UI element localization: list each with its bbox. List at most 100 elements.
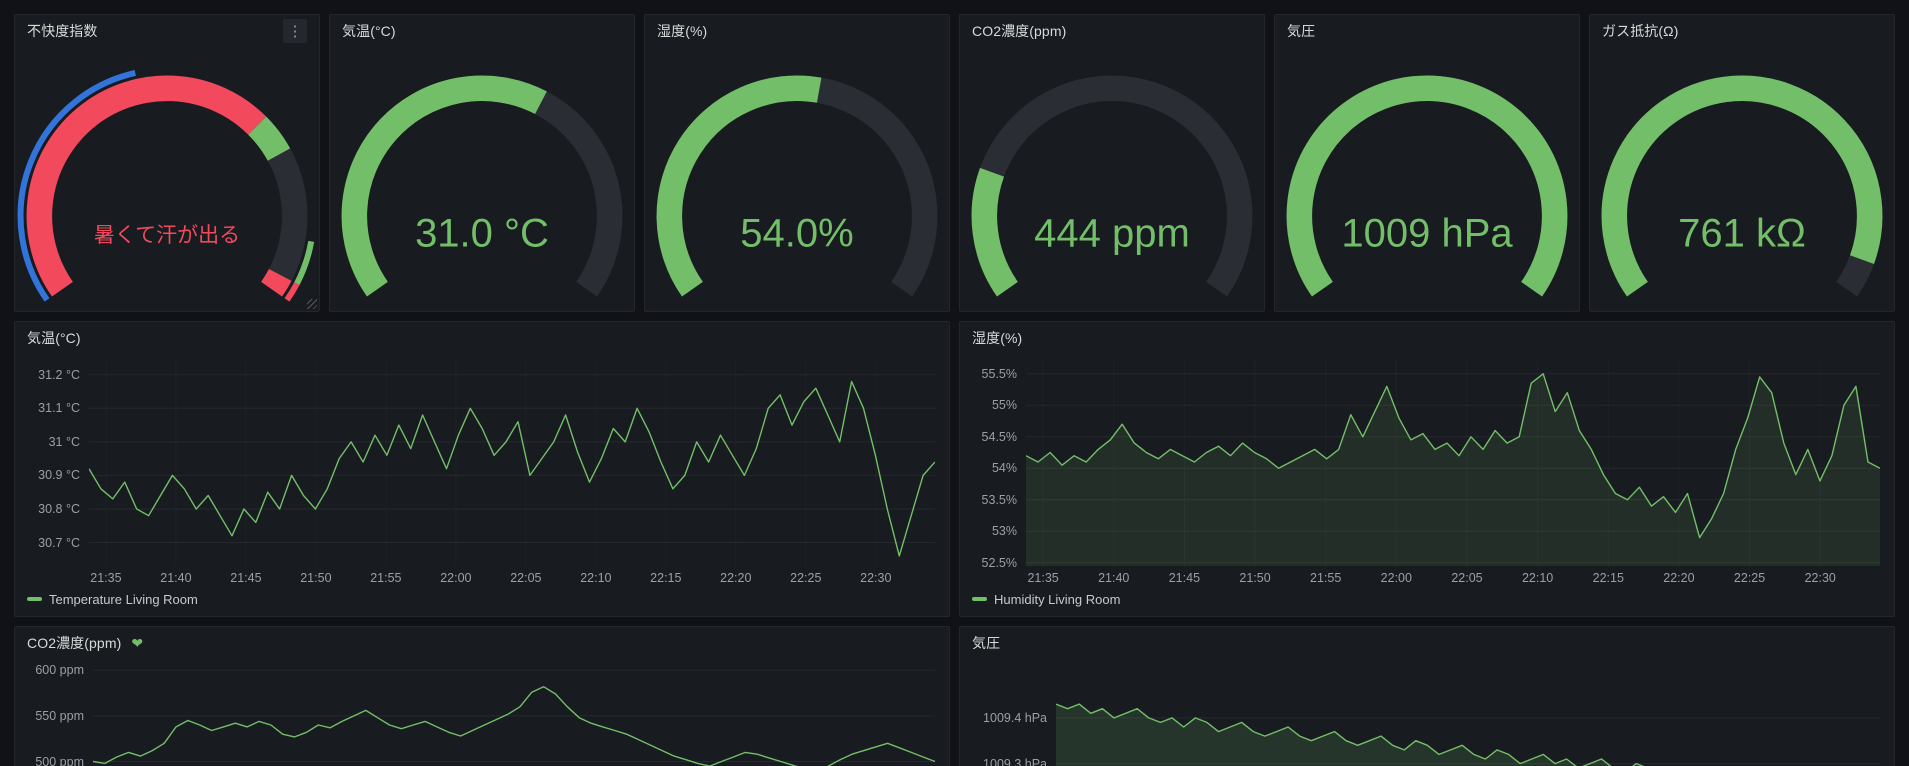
x-tick-label: 21:55	[370, 571, 402, 585]
temperature-gauge: 31.0 °C	[330, 47, 634, 311]
panel-header: 気圧	[1275, 15, 1579, 47]
y-tick-label: 1009.4 hPa	[983, 710, 1047, 725]
y-tick-label: 31 °C	[48, 434, 80, 449]
x-tick-label: 22:25	[790, 571, 822, 585]
legend-label: Temperature Living Room	[49, 591, 198, 607]
x-axis-labels: 21:35 21:40 21:45 21:50 21:55 22:00 22:05 22:10…	[1026, 566, 1880, 586]
panel-title: CO2濃度(ppm)	[27, 635, 122, 651]
legend: Humidity Living Room	[960, 590, 1894, 616]
legend: Temperature Living Room	[15, 590, 949, 616]
humidity-chart: 55.5% 55% 54.5% 54% 53.5% 53% 52.5% 21:35 21:40…	[960, 354, 1894, 590]
y-tick-label: 1009.3 hPa	[983, 756, 1047, 766]
x-tick-label: 21:55	[1310, 571, 1342, 585]
gauge-arc	[1601, 75, 1883, 297]
discomfort-index-gauge: 暑くて汗が出る	[15, 47, 319, 311]
panel-chart-temperature: 気温(°C) 31.2 °C 31.1 °C 31 °C 30.9 °C 30.8 °C…	[14, 321, 950, 617]
y-tick-label: 550 ppm	[35, 708, 84, 723]
plot-area	[93, 663, 935, 766]
legend-swatch-icon	[27, 597, 42, 601]
legend-swatch-icon	[972, 597, 987, 601]
gas-resistance-gauge: 761 kΩ	[1590, 47, 1894, 311]
panel-header: 気圧	[960, 627, 1894, 659]
panel-header: 湿度(%)	[960, 322, 1894, 354]
gauge-value: 1009 hPa	[1341, 211, 1513, 256]
x-tick-label: 22:05	[510, 571, 542, 585]
y-tick-label: 53%	[991, 524, 1017, 539]
x-tick-label: 22:15	[1592, 571, 1624, 585]
x-tick-label: 21:45	[1168, 571, 1201, 585]
gauge-value: 31.0 °C	[415, 211, 549, 256]
x-tick-label: 21:35	[90, 571, 122, 585]
health-heart-icon: ❤	[131, 635, 144, 651]
plot-area	[1056, 663, 1880, 766]
x-tick-label: 22:10	[1521, 571, 1554, 585]
y-tick-label: 55%	[991, 398, 1017, 413]
co2-line-plot	[93, 669, 935, 766]
pressure-chart: 1009.4 hPa 1009.3 hPa	[960, 659, 1894, 766]
panel-gauge-pressure: 気圧 1009 hPa	[1274, 14, 1580, 312]
panel-header: 気温(°C)	[330, 15, 634, 47]
y-tick-label: 54.5%	[981, 429, 1017, 444]
panel-gauge-humidity: 湿度(%) 54.0%	[644, 14, 950, 312]
panel-header: ガス抵抗(Ω)	[1590, 15, 1894, 47]
legend-item[interactable]: Humidity Living Room	[972, 592, 1120, 607]
co2-gauge: 444 ppm	[960, 47, 1264, 311]
gauge-arc	[341, 75, 623, 297]
panel-resize-handle[interactable]	[307, 299, 317, 309]
y-axis-labels: 1009.4 hPa 1009.3 hPa	[968, 663, 1056, 766]
x-tick-label: 21:35	[1027, 571, 1059, 585]
panel-header: 不快度指数 ⋮	[15, 15, 319, 47]
x-tick-label: 22:20	[1663, 571, 1695, 585]
panel-gauge-co2: CO2濃度(ppm) 444 ppm	[959, 14, 1265, 312]
temperature-chart: 31.2 °C 31.1 °C 31 °C 30.9 °C 30.8 °C 30.7 °C…	[15, 354, 949, 590]
x-tick-label: 22:00	[440, 571, 472, 585]
y-axis-labels: 31.2 °C 31.1 °C 31 °C 30.9 °C 30.8 °C 30.7 °C	[23, 358, 89, 590]
panel-header: 気温(°C)	[15, 322, 949, 354]
x-tick-label: 21:50	[1239, 571, 1271, 585]
y-axis-labels: 600 ppm 550 ppm 500 ppm	[23, 663, 93, 766]
panel-title: CO2濃度(ppm)	[972, 23, 1067, 39]
panel-chart-co2: CO2濃度(ppm) ❤ 600 ppm 550 ppm 500 ppm	[14, 626, 950, 766]
panel-chart-pressure: 気圧 1009.4 hPa 1009.3 hPa	[959, 626, 1895, 766]
panel-title: ガス抵抗(Ω)	[1602, 23, 1679, 39]
x-tick-label: 22:15	[650, 571, 682, 585]
panel-title: 気温(°C)	[342, 23, 396, 39]
y-tick-label: 600 ppm	[35, 663, 84, 678]
gauge-value: 444 ppm	[1034, 211, 1190, 256]
panel-header: CO2濃度(ppm)	[960, 15, 1264, 47]
gauge-value: 761 kΩ	[1678, 211, 1806, 256]
x-tick-label: 22:00	[1380, 571, 1412, 585]
humidity-gauge: 54.0%	[645, 47, 949, 311]
y-tick-label: 31.1 °C	[38, 401, 80, 416]
y-axis-labels: 55.5% 55% 54.5% 54% 53.5% 53% 52.5%	[968, 358, 1026, 590]
panel-header: 湿度(%)	[645, 15, 949, 47]
y-tick-label: 30.7 °C	[38, 535, 80, 550]
panel-menu-icon[interactable]: ⋮	[283, 19, 307, 43]
panel-gauge-temperature: 気温(°C) 31.0 °C	[329, 14, 635, 312]
plot-area: 21:35 21:40 21:45 21:50 21:55 22:00 22:05 22:10…	[89, 358, 935, 590]
x-tick-label: 21:50	[300, 571, 332, 585]
plot-area: 21:35 21:40 21:45 21:50 21:55 22:00 22:05 22:10…	[1026, 358, 1880, 590]
y-tick-label: 500 ppm	[35, 754, 84, 766]
pressure-gauge: 1009 hPa	[1275, 47, 1579, 311]
panel-title: 気圧	[972, 635, 1001, 651]
y-tick-label: 55.5%	[981, 366, 1017, 381]
panel-title: 湿度(%)	[972, 330, 1023, 346]
gauge-arc	[17, 70, 315, 302]
panel-title: 気温(°C)	[27, 330, 81, 346]
gauge-value: 54.0%	[740, 211, 854, 256]
x-tick-label: 22:10	[580, 571, 612, 585]
y-tick-label: 30.8 °C	[38, 501, 80, 516]
gauge-arc	[656, 75, 938, 297]
y-tick-label: 31.2 °C	[38, 367, 80, 382]
x-tick-label: 22:30	[1804, 571, 1836, 585]
legend-item[interactable]: Temperature Living Room	[27, 592, 198, 607]
panel-title: 不快度指数	[27, 23, 98, 39]
panel-gauge-gas-resistance: ガス抵抗(Ω) 761 kΩ	[1589, 14, 1895, 312]
x-tick-label: 22:30	[860, 571, 892, 585]
panel-title: 気圧	[1287, 23, 1316, 39]
x-tick-label: 22:05	[1451, 571, 1483, 585]
y-tick-label: 53.5%	[981, 492, 1017, 507]
humidity-area-plot	[1026, 358, 1880, 566]
